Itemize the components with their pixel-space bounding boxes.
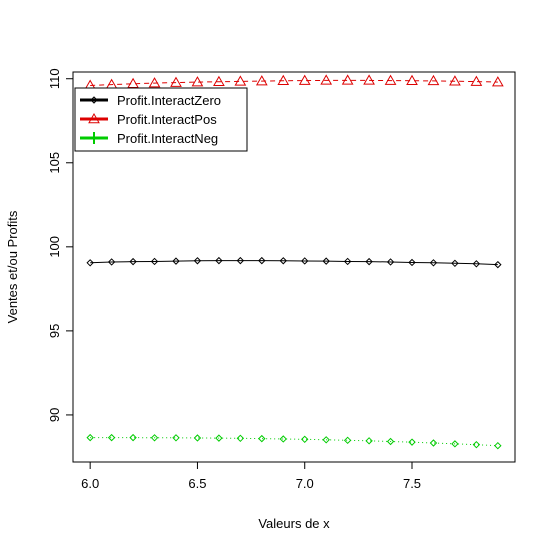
data-point: [406, 74, 418, 85]
data-point: [320, 74, 333, 85]
data-point: [427, 74, 440, 86]
data-point: [172, 257, 180, 265]
y-axis: 90 95 100 105 110: [47, 68, 74, 422]
data-point: [301, 257, 309, 265]
x-tick-label: 6.5: [188, 476, 206, 491]
data-point: [191, 76, 204, 87]
data-point: [301, 435, 309, 444]
data-point: [279, 435, 287, 443]
data-point: [129, 433, 137, 442]
data-point: [384, 74, 397, 85]
y-tick-label: 90: [47, 408, 62, 422]
data-point: [172, 434, 180, 442]
y-axis-label: Ventes et/ou Profits: [5, 210, 20, 323]
legend-item: Profit.InteractZero: [80, 93, 221, 108]
data-point: [236, 434, 245, 443]
data-point: [107, 258, 116, 266]
y-tick-label: 110: [47, 68, 62, 89]
y-tick-label: 100: [47, 236, 62, 258]
x-axis-label: Valeurs de x: [258, 516, 330, 531]
data-point: [408, 258, 416, 267]
data-point: [343, 257, 352, 266]
data-point: [408, 438, 416, 446]
data-point: [365, 257, 373, 266]
y-tick-label: 105: [47, 152, 62, 174]
data-point: [472, 440, 481, 449]
data-point: [365, 437, 373, 445]
legend-marker: [88, 112, 100, 124]
legend-item: Profit.InteractPos: [80, 112, 217, 127]
data-point: [193, 257, 202, 265]
series-line: [90, 79, 498, 86]
data-point: [386, 258, 395, 266]
data-point: [215, 434, 223, 442]
x-tick-label: 6.0: [81, 476, 99, 491]
series-Profit.InteractNeg: [86, 433, 502, 450]
data-point: [451, 259, 459, 268]
data-point: [494, 441, 502, 450]
data-point: [472, 260, 481, 268]
data-point: [258, 256, 266, 265]
x-tick-label: 7.5: [403, 476, 421, 491]
data-point: [277, 74, 290, 85]
data-point: [363, 74, 375, 85]
data-point: [298, 74, 311, 85]
legend-label: Profit.InteractNeg: [117, 131, 218, 146]
legend-label: Profit.InteractPos: [117, 112, 217, 127]
data-point: [255, 75, 268, 86]
data-point: [193, 434, 202, 442]
series-Profit.InteractZero: [86, 256, 502, 269]
data-point: [150, 257, 159, 266]
data-point: [236, 256, 245, 265]
legend-item: Profit.InteractNeg: [80, 131, 218, 146]
data-point: [86, 433, 94, 442]
data-point: [451, 440, 459, 448]
data-point: [213, 75, 225, 86]
legend-label: Profit.InteractZero: [117, 93, 221, 108]
data-point: [107, 433, 116, 442]
data-point: [234, 75, 247, 86]
x-axis: 6.0 6.5 7.0 7.5: [81, 461, 421, 491]
data-point: [129, 257, 137, 266]
data-point: [429, 439, 438, 447]
data-point: [258, 434, 266, 443]
data-point: [148, 77, 161, 88]
legend-marker: [90, 96, 98, 104]
data-point: [150, 434, 159, 442]
data-point: [170, 76, 182, 87]
data-point: [322, 257, 330, 265]
data-point: [322, 436, 330, 444]
data-point: [494, 260, 502, 269]
data-point: [86, 259, 94, 267]
data-point: [491, 76, 504, 87]
data-point: [470, 75, 483, 86]
data-point: [449, 75, 461, 86]
y-tick-label: 95: [47, 324, 62, 338]
data-point: [279, 257, 287, 265]
data-point: [343, 436, 352, 445]
data-point: [386, 437, 395, 446]
x-tick-label: 7.0: [296, 476, 314, 491]
data-point: [341, 74, 354, 85]
legend: Profit.InteractZero Profit.InteractPos Pro…: [74, 87, 248, 152]
data-point: [429, 259, 438, 267]
data-point: [215, 256, 223, 265]
